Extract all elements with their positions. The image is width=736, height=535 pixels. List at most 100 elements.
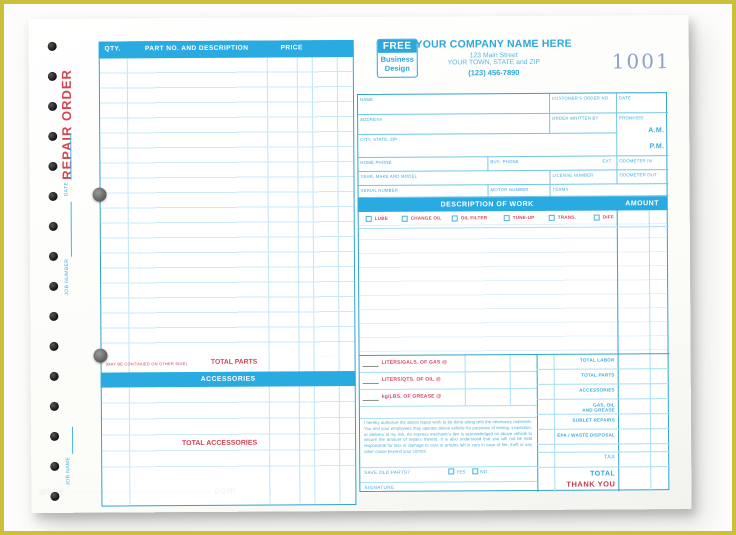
year-make-model-field[interactable]: YEAR, MAKE AND MODEL	[358, 170, 551, 187]
license-number-field[interactable]: LICENSE NUMBER	[550, 170, 618, 185]
side-write-line[interactable]	[70, 201, 72, 257]
punch-hole	[47, 41, 57, 51]
service-checkbox-label: DIFF.	[602, 214, 615, 220]
side-write-line[interactable]	[71, 426, 74, 454]
service-checkbox-change-oil[interactable]	[401, 215, 408, 222]
ext-label: EXT.	[602, 157, 613, 164]
total-accessories-label: TOTAL ACCESSORIES	[181, 439, 258, 448]
punch-hole	[48, 161, 58, 171]
pm-label: P.M.	[649, 143, 665, 151]
service-checkbox-label: LUBE	[374, 215, 389, 221]
no-label: NO	[480, 469, 488, 475]
tax-label: TAX	[603, 454, 616, 461]
side-stub-group: JOB NUMBER	[63, 201, 78, 317]
repair-order-form: REPAIR ORDER DATE JOB NUMBER JOB NAME QTY.…	[28, 14, 692, 514]
parts-grid-upper[interactable]	[99, 57, 355, 358]
service-checkbox-tune-up[interactable]	[503, 215, 510, 222]
address-label: ADDRESS	[360, 116, 383, 122]
punch-hole	[48, 191, 58, 201]
service-checkbox-oil-filter[interactable]	[451, 215, 458, 222]
parts-table-header: QTY. PART NO. AND DESCRIPTION PRICE	[98, 40, 354, 59]
date-label: DATE	[618, 94, 631, 100]
panel-vertical-line	[464, 354, 466, 406]
odometer-in-label: ODOMETER IN	[619, 157, 652, 163]
punch-hole	[48, 251, 58, 261]
punch-hole	[49, 401, 59, 411]
side-stub-group: JOB NAME	[64, 426, 79, 514]
odometer-out-label: ODOMETER OUT	[619, 171, 657, 177]
parts-grid-lower[interactable]	[101, 386, 356, 468]
amount-label: AMOUNT	[625, 199, 660, 207]
license-number-label: LICENSE NUMBER	[552, 172, 594, 178]
customer-work-panel: NAME CUSTOMER'S ORDER NO. DATE ADDRESS O…	[356, 92, 671, 493]
punch-hole-column	[28, 15, 688, 501]
stock-watermark: www ································· co…	[39, 485, 237, 498]
home-phone-field[interactable]: HOME PHONE	[358, 157, 489, 173]
name-field[interactable]: NAME	[357, 93, 551, 116]
date-field[interactable]: DATE	[616, 93, 669, 114]
side-stub-label: JOB NAME	[65, 456, 72, 486]
motor-number-label: MOTOR NUMBER	[490, 186, 529, 192]
save-parts-no-checkbox[interactable]	[472, 468, 479, 475]
fluid-write-line[interactable]	[362, 399, 379, 401]
company-phone: (123) 456-7890	[468, 68, 520, 78]
address-field[interactable]: ADDRESS	[358, 113, 551, 136]
promised-field[interactable]: PROMISED A.M. P.M.	[617, 113, 669, 157]
work-description-area[interactable]	[358, 210, 668, 356]
order-written-by-label: ORDER WRITTEN BY	[552, 115, 599, 121]
authorization-disclaimer: I hereby authorize the above repair work…	[363, 418, 533, 454]
part-desc-header: PART NO. AND DESCRIPTION	[144, 44, 249, 53]
punch-hole	[48, 221, 58, 231]
punch-hole	[47, 71, 57, 81]
punch-hole	[48, 101, 58, 111]
punch-hole	[49, 371, 59, 381]
signature-label: SIGNATURE	[364, 484, 395, 490]
side-write-line[interactable]	[70, 133, 72, 180]
punch-hole	[48, 131, 58, 141]
service-checkbox-diff-[interactable]	[593, 214, 600, 221]
service-checkbox-label: TRANS.	[557, 214, 577, 220]
side-stub-label: DATE	[63, 181, 70, 197]
customer-order-no-field[interactable]: CUSTOMER'S ORDER NO.	[549, 93, 618, 114]
price-header: PRICE	[280, 44, 303, 52]
parts-table: QTY. PART NO. AND DESCRIPTION PRICE (MAY…	[98, 40, 357, 507]
terms-field[interactable]: TERMS	[550, 184, 669, 197]
grommet-bottom	[93, 348, 108, 363]
panel-horizontal-line	[359, 404, 537, 408]
totals-row-label: ACCESSORIES	[579, 387, 615, 393]
service-checkbox-lube[interactable]	[365, 215, 372, 222]
side-stub-labels: DATE JOB NUMBER JOB NAME	[28, 15, 688, 486]
description-of-work-header: DESCRIPTION OF WORK AMOUNT	[357, 196, 668, 213]
bus-phone-label: BUS. PHONE	[490, 158, 519, 164]
order-written-by-field[interactable]: ORDER WRITTEN BY	[550, 113, 618, 134]
company-address-line2: YOUR TOWN, STATE and ZIP	[447, 58, 540, 67]
punch-hole	[50, 431, 60, 441]
save-parts-yes-checkbox[interactable]	[448, 468, 455, 475]
fluid-write-line[interactable]	[362, 365, 379, 367]
panel-vertical-line	[509, 354, 511, 406]
motor-number-field[interactable]: MOTOR NUMBER	[488, 184, 551, 198]
am-label: A.M.	[648, 127, 665, 135]
service-checkbox-trans-[interactable]	[548, 214, 555, 221]
serial-number-field[interactable]: SERIAL NUMBER	[358, 185, 489, 199]
company-block: YOUR COMPANY NAME HERE 123 Main Street Y…	[409, 38, 579, 78]
city-state-zip-field[interactable]: CITY, STATE, ZIP	[358, 133, 618, 159]
side-stub-label: JOB NUMBER	[63, 258, 71, 296]
punch-hole	[49, 281, 59, 291]
punch-hole	[49, 341, 59, 351]
grommet-top	[92, 187, 107, 202]
thank-you-label: THANK YOU	[566, 479, 616, 489]
fluid-write-line[interactable]	[362, 382, 379, 384]
totals-row-label: EPA / WASTE DISPOSAL	[557, 432, 616, 438]
save-old-parts-label: SAVE OLD PARTS?	[364, 469, 411, 475]
bus-phone-field[interactable]: BUS. PHONE EXT.	[488, 156, 618, 172]
totals-row-label: TOTAL LABOR	[579, 357, 615, 363]
total-parts-label: TOTAL PARTS	[210, 358, 258, 366]
odometer-in-field[interactable]: ODOMETER IN	[617, 156, 669, 171]
odometer-out-field[interactable]: ODOMETER OUT	[617, 170, 669, 185]
service-checkbox-label: CHANGE OIL	[410, 215, 442, 221]
company-name: YOUR COMPANY NAME HERE	[415, 37, 572, 51]
punch-hole	[49, 311, 59, 321]
yes-label: YES	[456, 469, 466, 475]
